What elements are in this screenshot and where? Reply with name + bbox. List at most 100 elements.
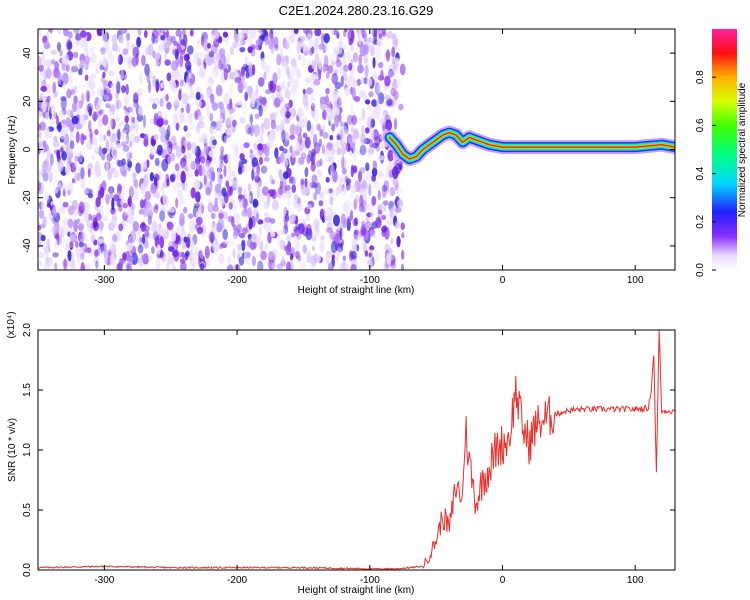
noise-speck [123, 105, 127, 111]
noise-speck [195, 98, 202, 108]
noise-speck [285, 167, 292, 178]
x-tick-label: 0 [500, 575, 506, 586]
noise-speck [263, 212, 270, 218]
noise-speck [241, 158, 248, 165]
noise-speck [259, 122, 264, 129]
noise-speck [313, 48, 321, 55]
noise-speck [111, 212, 118, 222]
noise-speck [69, 234, 76, 242]
noise-speck [278, 186, 284, 196]
noise-speck [306, 248, 311, 257]
noise-speck [58, 110, 64, 117]
noise-speck [103, 134, 107, 141]
noise-speck [281, 130, 286, 143]
noise-speck [132, 46, 140, 58]
noise-speck [118, 223, 124, 232]
noise-speck [251, 64, 256, 76]
noise-speck [256, 162, 260, 176]
noise-speck [228, 238, 235, 248]
noise-speck [393, 57, 400, 65]
noise-speck [388, 161, 394, 167]
noise-speck [60, 96, 67, 110]
noise-speck [239, 47, 246, 53]
noise-speck [271, 179, 276, 185]
noise-speck [280, 82, 285, 89]
noise-speck [381, 31, 387, 37]
noise-speck [284, 111, 291, 118]
noise-speck [63, 29, 69, 37]
noise-speck [44, 192, 50, 201]
noise-speck [115, 99, 122, 110]
noise-speck [214, 60, 219, 74]
spectrogram-x-axis-label: Height of straight line (km) [298, 285, 415, 296]
noise-speck [67, 41, 73, 50]
noise-speck [210, 232, 214, 245]
noise-speck [116, 81, 121, 94]
noise-speck [331, 90, 339, 102]
noise-speck [78, 151, 83, 163]
noise-speck [247, 183, 252, 193]
noise-speck [377, 83, 381, 95]
noise-speck [78, 234, 83, 242]
y-tick-label: 1.0 [22, 443, 33, 457]
noise-speck [73, 51, 79, 59]
noise-speck [55, 115, 60, 126]
noise-speck [341, 156, 345, 170]
noise-speck [311, 46, 315, 54]
noise-speck [304, 77, 312, 84]
noise-speck [40, 85, 48, 92]
noise-speck [190, 30, 194, 37]
noise-speck [352, 80, 359, 88]
noise-speck [147, 254, 153, 261]
noise-speck [270, 218, 276, 224]
noise-speck [310, 155, 314, 162]
noise-speck [156, 118, 164, 127]
colorbar-ticks: 0.0 0.2 0.4 0.6 0.8 [695, 70, 716, 277]
noise-speck [126, 151, 132, 162]
noise-speck [217, 217, 225, 230]
noise-speck [259, 241, 264, 251]
noise-speck [211, 66, 219, 79]
noise-speck [254, 175, 261, 183]
noise-speck [59, 50, 63, 57]
noise-speck [41, 169, 48, 178]
noise-speck [160, 250, 164, 258]
noise-speck [204, 54, 208, 64]
noise-speck [122, 48, 129, 56]
noise-speck [106, 46, 113, 58]
noise-speck [248, 217, 253, 230]
noise-speck [276, 53, 282, 66]
noise-speck [363, 57, 368, 64]
noise-speck [51, 108, 57, 120]
noise-speck [111, 33, 118, 45]
noise-speck [38, 64, 44, 72]
noise-speck [310, 94, 316, 107]
noise-speck [357, 170, 363, 182]
noise-speck [284, 184, 291, 191]
noise-speck [285, 244, 292, 256]
noise-speck [390, 254, 396, 264]
noise-speck [285, 158, 290, 166]
noise-speck [205, 102, 210, 113]
noise-speck [234, 76, 242, 84]
noise-speck [375, 95, 380, 107]
y-tick-label: -20 [22, 190, 33, 205]
noise-speck [151, 246, 155, 255]
noise-speck [112, 194, 120, 202]
noise-speck [171, 173, 176, 181]
noise-speck [313, 192, 318, 201]
spectrogram-signal-trace [382, 125, 675, 167]
noise-speck [257, 219, 264, 225]
noise-speck [97, 189, 102, 201]
noise-speck [193, 252, 197, 266]
noise-speck [38, 260, 43, 267]
noise-speck [294, 251, 301, 257]
noise-speck [223, 59, 229, 72]
noise-speck [381, 225, 387, 233]
noise-speck [126, 40, 130, 51]
noise-speck [390, 262, 397, 269]
noise-speck [291, 184, 297, 194]
noise-speck [371, 174, 376, 182]
noise-speck [314, 38, 319, 49]
noise-speck [43, 261, 50, 270]
